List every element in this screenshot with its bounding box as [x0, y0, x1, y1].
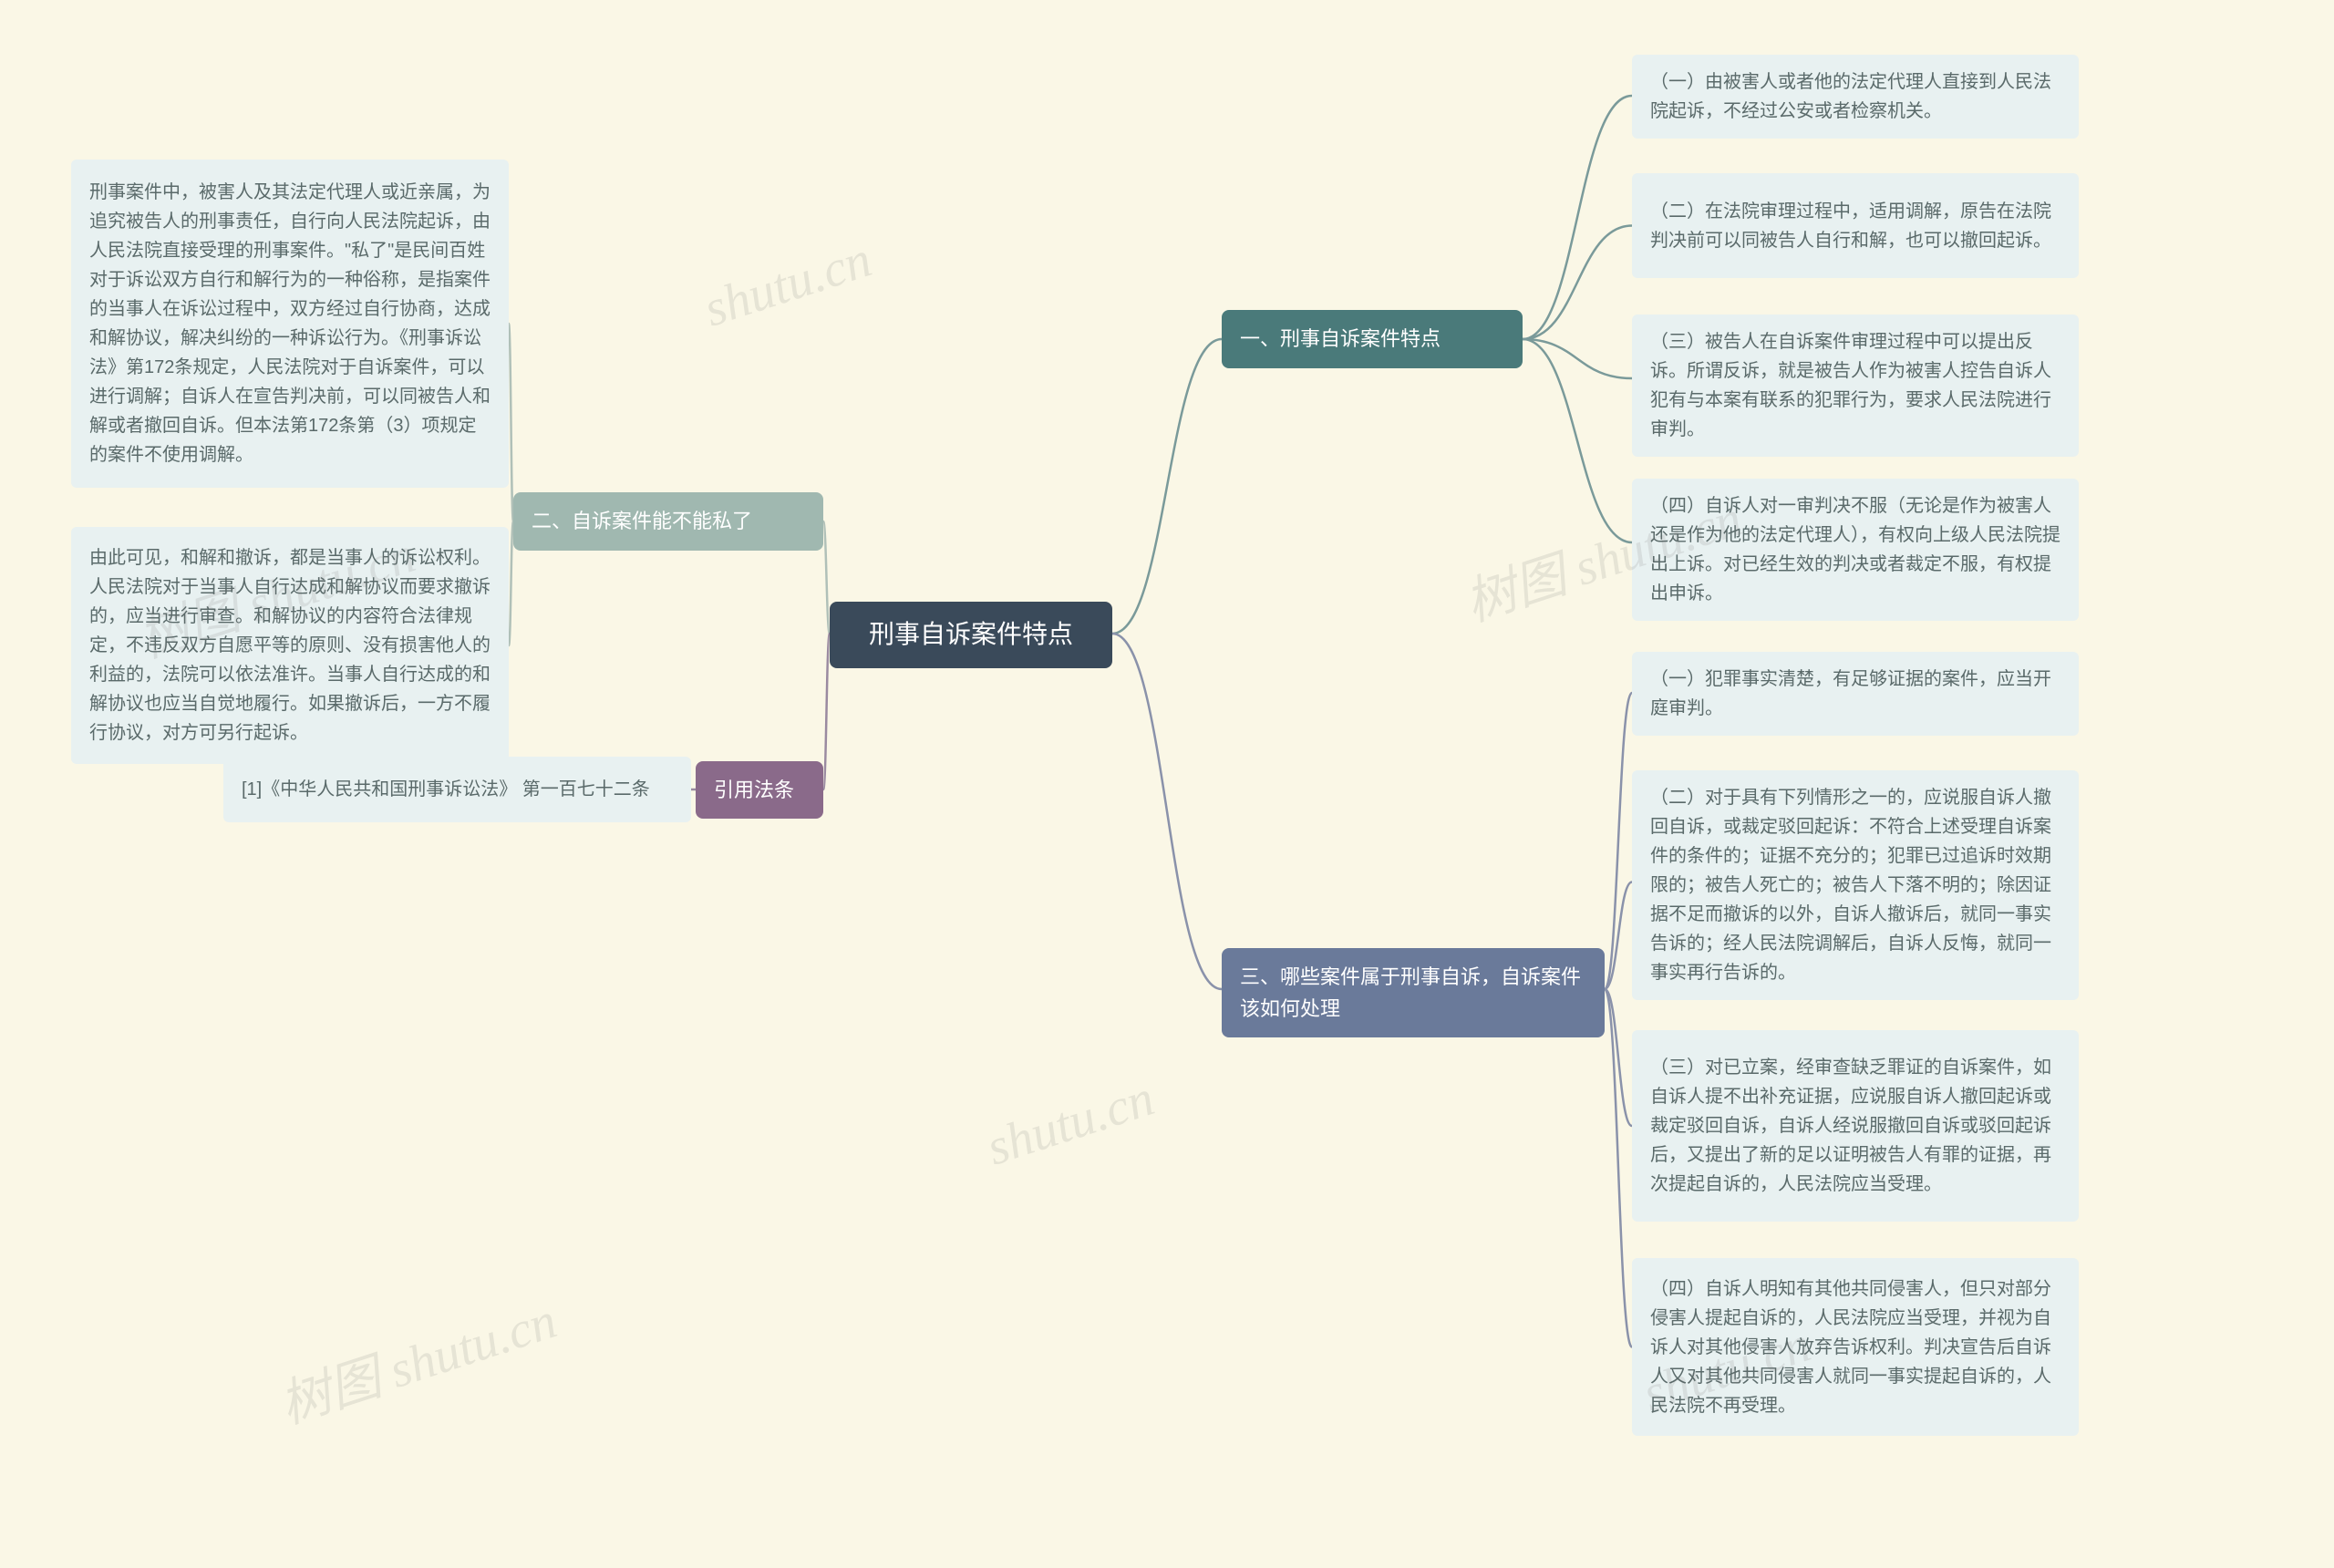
branch-4[interactable]: 引用法条 [696, 761, 823, 819]
branch-1[interactable]: 一、刑事自诉案件特点 [1222, 310, 1523, 368]
leaf-1-1[interactable]: （一）由被害人或者他的法定代理人直接到人民法院起诉，不经过公安或者检察机关。 [1632, 55, 2079, 139]
leaf-4-1[interactable]: [1]《中华人民共和国刑事诉讼法》 第一百七十二条 [223, 757, 691, 822]
watermark: shutu.cn [980, 1068, 1162, 1177]
leaf-1-2[interactable]: （二）在法院审理过程中，适用调解，原告在法院判决前可以同被告人自行和解，也可以撤… [1632, 173, 2079, 278]
watermark: shutu.cn [697, 230, 879, 338]
watermark: 树图 shutu.cn [269, 1279, 564, 1438]
leaf-3-3[interactable]: （三）对已立案，经审查缺乏罪证的自诉案件，如自诉人提不出补充证据，应说服自诉人撤… [1632, 1030, 2079, 1222]
branch-2[interactable]: 二、自诉案件能不能私了 [513, 492, 823, 551]
leaf-3-1[interactable]: （一）犯罪事实清楚，有足够证据的案件，应当开庭审判。 [1632, 652, 2079, 736]
leaf-2-1[interactable]: 刑事案件中，被害人及其法定代理人或近亲属，为追究被告人的刑事责任，自行向人民法院… [71, 160, 509, 488]
leaf-1-4[interactable]: （四）自诉人对一审判决不服（无论是作为被害人还是作为他的法定代理人），有权向上级… [1632, 479, 2079, 621]
branch-3[interactable]: 三、哪些案件属于刑事自诉，自诉案件该如何处理 [1222, 948, 1605, 1037]
leaf-3-2[interactable]: （二）对于具有下列情形之一的，应说服自诉人撤回自诉，或裁定驳回起诉：不符合上述受… [1632, 770, 2079, 1000]
root-node[interactable]: 刑事自诉案件特点 [830, 602, 1112, 668]
leaf-3-4[interactable]: （四）自诉人明知有其他共同侵害人，但只对部分侵害人提起自诉的，人民法院应当受理，… [1632, 1258, 2079, 1436]
leaf-1-3[interactable]: （三）被告人在自诉案件审理过程中可以提出反诉。所谓反诉，就是被告人作为被害人控告… [1632, 315, 2079, 457]
leaf-2-2[interactable]: 由此可见，和解和撤诉，都是当事人的诉讼权利。人民法院对于当事人自行达成和解协议而… [71, 527, 509, 764]
